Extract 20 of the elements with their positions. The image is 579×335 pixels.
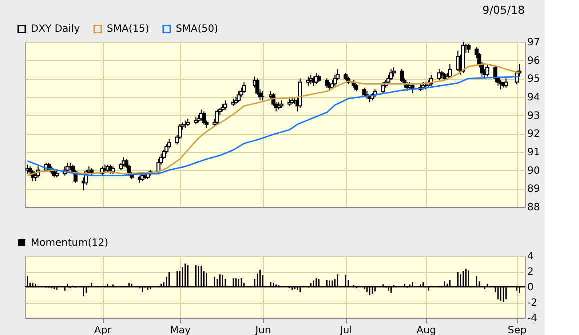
y-tick-label: 2 [528,267,534,278]
y-tick-label: 88 [528,202,540,214]
y-tick-label: 97 [528,38,540,48]
y-tick-label: 91 [528,148,540,158]
y-tick-label: 0 [528,282,534,294]
legend-label: Momentum(12) [31,238,109,249]
legend-label: SMA(15) [107,24,150,36]
y-tick-label: 93 [528,110,540,122]
y-tick-label: -4 [528,314,538,324]
y-tick-label: 92 [528,129,540,140]
legend-label: SMA(50) [176,24,218,36]
chart-title: 9/05/18 [482,4,525,17]
y-tick-label: 94 [528,92,540,104]
y-tick-label: 90 [528,166,540,177]
y-tick-label: -2 [528,298,538,309]
y-tick-label: 95 [528,74,540,86]
legend-label: DXY Daily [31,24,80,36]
y-tick-label: 4 [528,252,534,262]
y-tick-label: 89 [528,184,540,196]
y-tick-label: 96 [528,56,540,67]
